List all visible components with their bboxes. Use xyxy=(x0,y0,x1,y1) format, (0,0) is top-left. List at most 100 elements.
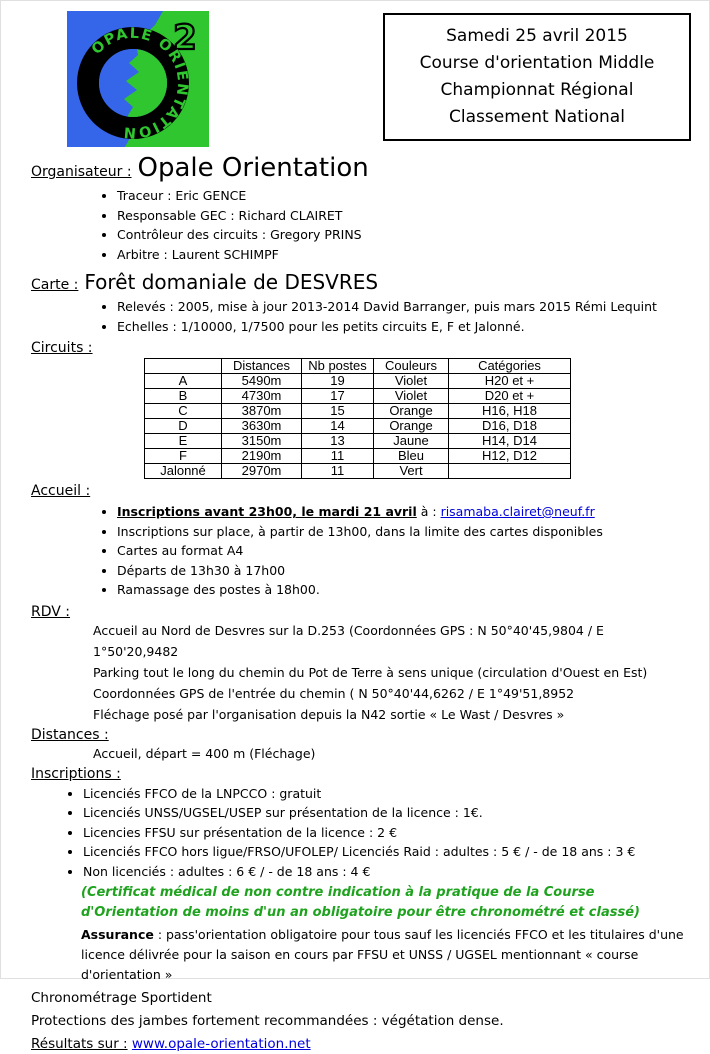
table-cell: H20 et + xyxy=(448,373,571,389)
assurance-text: : pass'orientation obligatoire pour tous… xyxy=(81,927,684,982)
resultats-line: Résultats sur : www.opale-orientation.ne… xyxy=(31,1034,691,1054)
table-cell: H12, D12 xyxy=(448,448,571,464)
table-cell: 11 xyxy=(301,463,374,479)
event-type: Course d'orientation Middle xyxy=(419,53,655,73)
table-cell: 3150m xyxy=(221,433,302,449)
rdv-label: RDV : xyxy=(31,603,71,620)
table-row: F 2190m 11 Bleu H12, D12 xyxy=(144,448,571,464)
list-item: Non licenciés : adultes : 6 € / - de 18 … xyxy=(83,862,691,882)
list-item: Inscriptions avant 23h00, le mardi 21 av… xyxy=(117,502,691,522)
table-cell: 2190m xyxy=(221,448,302,464)
table-row: D 3630m 14 Orange D16, D18 xyxy=(144,418,571,434)
event-date: Samedi 25 avril 2015 xyxy=(446,26,628,46)
list-item-text: à : xyxy=(416,504,441,519)
organisateur-name: Opale Orientation xyxy=(137,153,369,183)
circuits-table: Distances Nb postes Couleurs Catégories A 54… xyxy=(144,358,571,479)
carte-list: Relevés : 2005, mise à jour 2013-2014 Da… xyxy=(31,297,691,336)
table-header-cell: Nb postes xyxy=(301,358,374,374)
table-cell: F xyxy=(144,448,222,464)
assurance-note: Assurance : pass'orientation obligatoire… xyxy=(31,925,691,985)
table-row: Jalonné 2970m 11 Vert xyxy=(144,463,571,479)
accueil-list: Inscriptions avant 23h00, le mardi 21 av… xyxy=(31,502,691,600)
table-cell: 19 xyxy=(301,373,374,389)
rdv-line-gps2: Coordonnées GPS de l'entrée du chemin ( … xyxy=(93,685,575,701)
list-item: Licenciés FFCO hors ligue/FRSO/UFOLEP/ L… xyxy=(83,842,691,862)
table-cell: 13 xyxy=(301,433,374,449)
list-item: Inscriptions sur place, à partir de 13h0… xyxy=(117,522,691,542)
table-cell: C xyxy=(144,403,222,419)
list-item: Contrôleur des circuits : Gregory PRINS xyxy=(117,225,691,245)
list-item: Relevés : 2005, mise à jour 2013-2014 Da… xyxy=(117,297,691,317)
event-ranking: Classement National xyxy=(449,107,625,127)
rdv-line-gps1: Accueil au Nord de Desvres sur la D.253 … xyxy=(93,622,604,659)
table-cell: D xyxy=(144,418,222,434)
table-cell: Orange xyxy=(373,403,449,419)
table-header-row: Distances Nb postes Couleurs Catégories xyxy=(144,358,571,374)
list-item: Licenciés UNSS/UGSEL/USEP sur présentati… xyxy=(83,803,691,823)
table-cell: 3870m xyxy=(221,403,302,419)
svg-text:2: 2 xyxy=(173,18,197,58)
table-cell: B xyxy=(144,388,222,404)
resultats-label: Résultats sur : xyxy=(31,1036,128,1052)
assurance-label: Assurance xyxy=(81,927,154,942)
accueil-label: Accueil : xyxy=(31,483,91,499)
table-cell: 11 xyxy=(301,448,374,464)
list-item: Echelles : 1/10000, 1/7500 pour les peti… xyxy=(117,317,691,337)
table-cell: 3630m xyxy=(221,418,302,434)
carte-label: Carte : xyxy=(31,277,79,293)
table-cell: Bleu xyxy=(373,448,449,464)
table-cell: A xyxy=(144,373,222,389)
table-cell: D16, D18 xyxy=(448,418,571,434)
table-cell: Violet xyxy=(373,373,449,389)
inscription-deadline: Inscriptions avant 23h00, le mardi 21 av… xyxy=(117,504,417,519)
chronometrage-line: Chronométrage Sportident xyxy=(31,990,212,1006)
table-cell: H16, H18 xyxy=(448,403,571,419)
table-cell: Violet xyxy=(373,388,449,404)
table-header-cell: Distances xyxy=(221,358,302,374)
table-cell: Orange xyxy=(373,418,449,434)
table-cell: Vert xyxy=(373,463,449,479)
list-item: Ramassage des postes à 18h00. xyxy=(117,580,691,600)
circuits-label: Circuits : xyxy=(31,340,93,356)
list-item: Licenciés FFCO de la LNPCCO : gratuit xyxy=(83,784,691,804)
table-header-cell: Catégories xyxy=(448,358,571,374)
table-cell xyxy=(448,463,571,479)
list-item: Responsable GEC : Richard CLAIRET xyxy=(117,206,691,226)
event-title-box: Samedi 25 avril 2015 Course d'orientatio… xyxy=(383,13,691,141)
table-cell: 5490m xyxy=(221,373,302,389)
distances-label: Distances : xyxy=(31,726,109,743)
carte-name: Forêt domaniale de DESVRES xyxy=(84,270,379,294)
event-championship: Championnat Régional xyxy=(440,80,634,100)
organisateur-heading: Organisateur : Opale Orientation xyxy=(31,153,691,183)
protections-line: Protections des jambes fortement recomma… xyxy=(31,1013,504,1029)
table-row: B 4730m 17 Violet D20 et + xyxy=(144,388,571,404)
list-item: Départs de 13h30 à 17h00 xyxy=(117,561,691,581)
list-item: Licencies FFSU sur présentation de la li… xyxy=(83,823,691,843)
list-item: Cartes au format A4 xyxy=(117,541,691,561)
table-row: C 3870m 15 Orange H16, H18 xyxy=(144,403,571,419)
table-header-cell: Couleurs xyxy=(373,358,449,374)
table-cell: 2970m xyxy=(221,463,302,479)
opale-orientation-logo-icon: 2 OPALE ORIENTATION xyxy=(56,3,213,159)
results-website-link[interactable]: www.opale-orientation.net xyxy=(131,1036,311,1052)
list-item: Arbitre : Laurent SCHIMPF xyxy=(117,245,691,265)
inscription-email-link[interactable]: risamaba.clairet@neuf.fr xyxy=(440,504,595,519)
top-banner: 2 OPALE ORIENTATION Samedi 25 avril 2015… xyxy=(31,3,691,159)
organisateur-label: Organisateur : xyxy=(31,164,132,180)
medical-certificate-note: (Certificat médical de non contre indica… xyxy=(81,885,640,920)
table-cell: 14 xyxy=(301,418,374,434)
table-cell: E xyxy=(144,433,222,449)
list-item: Traceur : Eric GENCE xyxy=(117,186,691,206)
inscriptions-list: Licenciés FFCO de la LNPCCO : gratuit Li… xyxy=(31,784,691,882)
table-cell: 17 xyxy=(301,388,374,404)
circuits-table-body: A 5490m 19 Violet H20 et + B 4730m 17 Violet D20 … xyxy=(144,373,571,479)
table-header-cell xyxy=(144,358,222,374)
table-cell: Jalonné xyxy=(144,463,222,479)
table-row: E 3150m 13 Jaune H14, D14 xyxy=(144,433,571,449)
table-cell: Jaune xyxy=(373,433,449,449)
organisateur-list: Traceur : Eric GENCE Responsable GEC : R… xyxy=(31,186,691,264)
rdv-line-flechage: Fléchage posé par l'organisation depuis … xyxy=(93,706,565,722)
table-cell: 4730m xyxy=(221,388,302,404)
table-cell: 15 xyxy=(301,403,374,419)
